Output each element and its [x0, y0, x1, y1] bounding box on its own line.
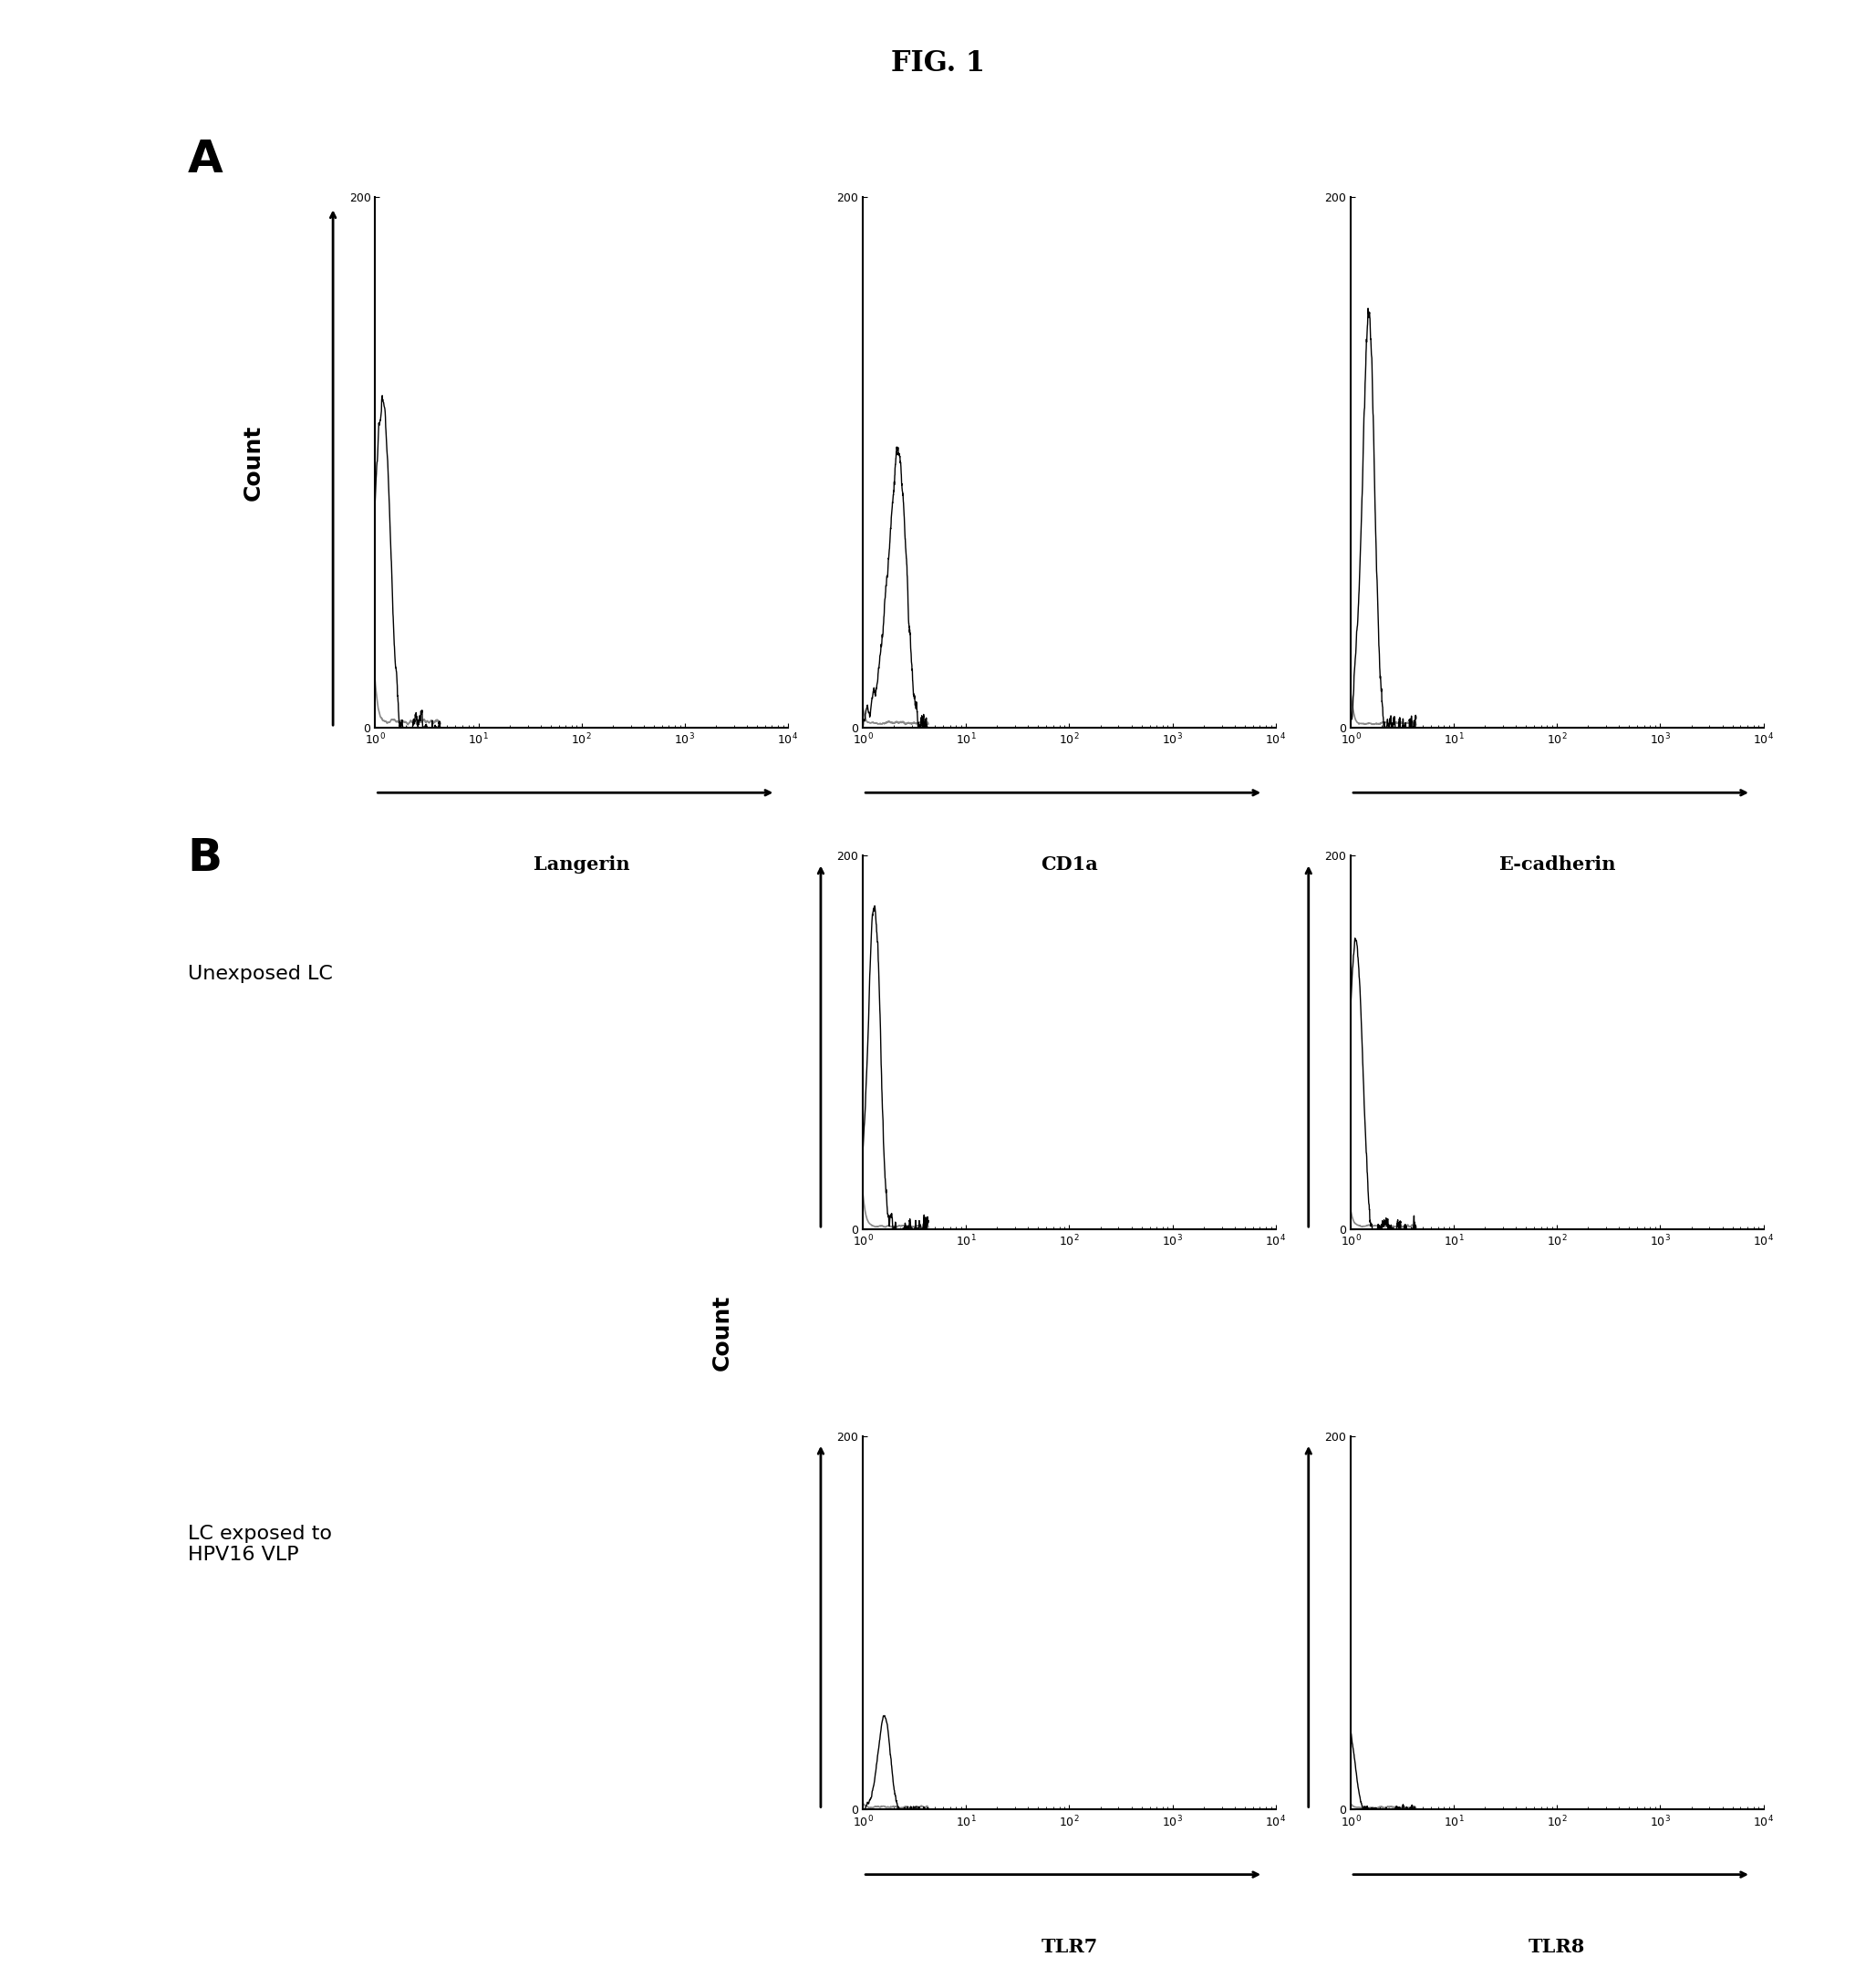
Text: E-cadherin: E-cadherin [1499, 856, 1615, 873]
Text: B: B [188, 836, 223, 879]
Text: Count: Count [242, 425, 265, 500]
Text: Langerin: Langerin [533, 856, 630, 873]
Text: TLR7: TLR7 [1041, 1937, 1097, 1955]
Text: Unexposed LC: Unexposed LC [188, 964, 332, 984]
Text: FIG. 1: FIG. 1 [891, 49, 985, 77]
Text: LC exposed to
HPV16 VLP: LC exposed to HPV16 VLP [188, 1524, 332, 1564]
Text: A: A [188, 138, 223, 181]
Text: CD1a: CD1a [1041, 856, 1097, 873]
Text: TLR8: TLR8 [1529, 1937, 1585, 1955]
Text: Count: Count [711, 1294, 734, 1371]
